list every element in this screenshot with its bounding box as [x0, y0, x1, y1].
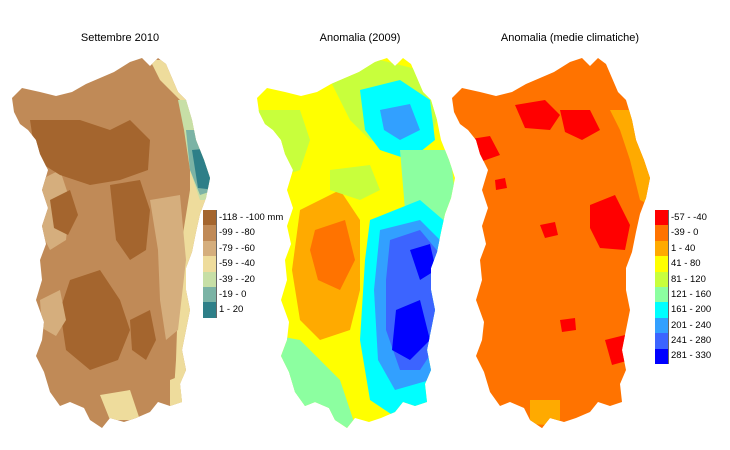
- map-title-anomalia-medie-climatiche: Anomalia (medie climatiche): [500, 32, 640, 44]
- legend-item: 241 - 280: [655, 333, 712, 349]
- legend-swatch: [203, 225, 217, 241]
- legend-swatch: [203, 240, 217, 257]
- legend-label: -39 - 0: [671, 227, 699, 239]
- legend-swatch: [203, 286, 217, 303]
- legend-swatch: [203, 256, 217, 272]
- legend-label: -118 - -100 mm: [219, 211, 284, 223]
- legend-swatch: [655, 210, 669, 226]
- legend-item: -118 - -100 mm: [203, 210, 284, 226]
- legend-swatch: [655, 348, 669, 364]
- legend-item: 1 - 40: [655, 240, 711, 257]
- map-settembre-2010: [12, 58, 210, 428]
- legend-label: 241 - 280: [671, 335, 712, 347]
- legend-item: -19 - 0: [203, 286, 283, 303]
- legend-swatch: [203, 302, 217, 318]
- legend-item: -99 - -80: [203, 225, 283, 241]
- legend-swatch: [203, 271, 217, 287]
- legend-label: -79 - -60: [219, 242, 255, 254]
- legend-swatch: [655, 240, 669, 257]
- legend-swatch: [655, 286, 669, 303]
- legend-label: 161 - 200: [671, 304, 712, 316]
- map-anomalia-medie-climatiche: [452, 58, 650, 428]
- legend-label: 1 - 40: [671, 242, 696, 254]
- map-title-anomalia-2009: Anomalia (2009): [319, 32, 401, 44]
- legend-item: 161 - 200: [655, 302, 712, 318]
- legend-item: 281 - 330: [655, 348, 712, 364]
- legend-label: 1 - 20: [219, 304, 244, 316]
- legend-label: -57 - -40: [671, 211, 707, 223]
- legend-label: -19 - 0: [219, 288, 247, 300]
- legend-settembre-2010: -118 - -100 mm -99 - -80 -79 - -60 -59 -…: [203, 210, 283, 318]
- legend-item: -79 - -60: [203, 240, 283, 257]
- legend-label: 201 - 240: [671, 319, 712, 331]
- legend-label: -59 - -40: [219, 258, 255, 270]
- legend-swatch: [655, 302, 669, 318]
- legend-item: -39 - 0: [655, 225, 711, 241]
- legend-item: 201 - 240: [655, 317, 712, 334]
- legend-swatch: [655, 225, 669, 241]
- legend-label: 281 - 330: [671, 350, 712, 362]
- legend-item: 81 - 120: [655, 271, 711, 287]
- legend-label: -39 - -20: [219, 273, 255, 285]
- legend-swatch: [203, 210, 217, 226]
- legend-label: 121 - 160: [671, 288, 712, 300]
- map-title-settembre-2010: Settembre 2010: [80, 32, 160, 44]
- legend-item: 1 - 20: [203, 302, 283, 318]
- legend-swatch: [655, 256, 669, 272]
- legend-label: -99 - -80: [219, 227, 255, 239]
- legend-item: -39 - -20: [203, 271, 283, 287]
- legend-label: 81 - 120: [671, 273, 706, 285]
- legend-swatch: [655, 271, 669, 287]
- legend-item: -57 - -40: [655, 210, 711, 226]
- legend-swatch: [655, 317, 669, 334]
- legend-swatch: [655, 333, 669, 349]
- legend-anomalia-medie-climatiche: -57 - -40 -39 - 0 1 - 40 41 - 80 81 - 12…: [655, 210, 711, 364]
- legend-label: 41 - 80: [671, 258, 701, 270]
- legend-item: 121 - 160: [655, 286, 712, 303]
- legend-item: 41 - 80: [655, 256, 711, 272]
- legend-item: -59 - -40: [203, 256, 283, 272]
